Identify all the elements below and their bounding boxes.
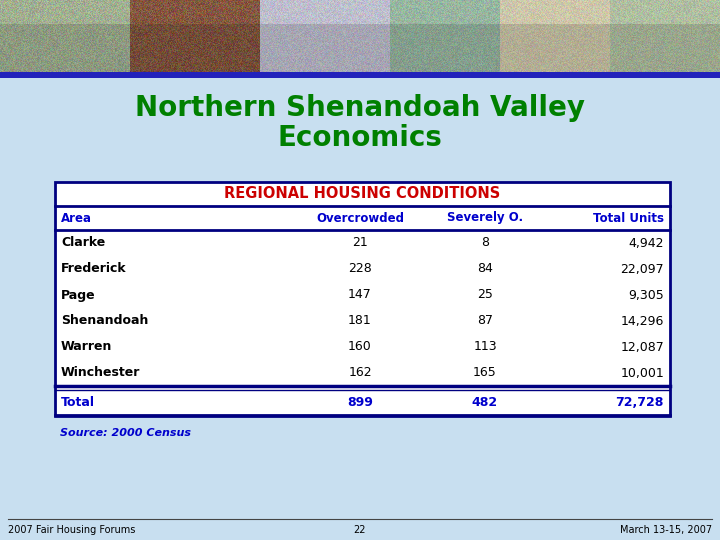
Text: Northern Shenandoah Valley: Northern Shenandoah Valley bbox=[135, 94, 585, 122]
Text: 160: 160 bbox=[348, 341, 372, 354]
Text: Area: Area bbox=[61, 212, 92, 225]
Text: 12,087: 12,087 bbox=[620, 341, 664, 354]
Text: 21: 21 bbox=[352, 237, 368, 249]
Bar bbox=[0, 72, 720, 78]
Text: Winchester: Winchester bbox=[61, 367, 140, 380]
Text: Total: Total bbox=[61, 396, 95, 409]
Text: 228: 228 bbox=[348, 262, 372, 275]
Text: Shenandoah: Shenandoah bbox=[61, 314, 148, 327]
Text: 72,728: 72,728 bbox=[616, 396, 664, 409]
Text: Frederick: Frederick bbox=[61, 262, 127, 275]
Text: 14,296: 14,296 bbox=[621, 314, 664, 327]
Text: Economics: Economics bbox=[278, 124, 442, 152]
Text: 22,097: 22,097 bbox=[621, 262, 664, 275]
Text: 482: 482 bbox=[472, 396, 498, 409]
Text: March 13-15, 2007: March 13-15, 2007 bbox=[620, 525, 712, 535]
Text: Source: 2000 Census: Source: 2000 Census bbox=[60, 428, 191, 438]
Text: Total Units: Total Units bbox=[593, 212, 664, 225]
Text: 4,942: 4,942 bbox=[629, 237, 664, 249]
Text: Severely O.: Severely O. bbox=[447, 212, 523, 225]
Text: 113: 113 bbox=[473, 341, 497, 354]
Text: 9,305: 9,305 bbox=[629, 288, 664, 301]
Text: Page: Page bbox=[61, 288, 96, 301]
Bar bbox=[0, 78, 720, 540]
Text: 22: 22 bbox=[354, 525, 366, 535]
Text: Clarke: Clarke bbox=[61, 237, 105, 249]
Text: 87: 87 bbox=[477, 314, 493, 327]
Bar bbox=[55, 182, 670, 416]
Text: 162: 162 bbox=[348, 367, 372, 380]
Text: 10,001: 10,001 bbox=[620, 367, 664, 380]
Text: 84: 84 bbox=[477, 262, 493, 275]
Text: REGIONAL HOUSING CONDITIONS: REGIONAL HOUSING CONDITIONS bbox=[225, 186, 500, 201]
Text: 147: 147 bbox=[348, 288, 372, 301]
Text: Warren: Warren bbox=[61, 341, 112, 354]
Text: 2007 Fair Housing Forums: 2007 Fair Housing Forums bbox=[8, 525, 135, 535]
Text: 8: 8 bbox=[481, 237, 489, 249]
Text: 181: 181 bbox=[348, 314, 372, 327]
Text: 899: 899 bbox=[347, 396, 373, 409]
Text: 25: 25 bbox=[477, 288, 493, 301]
Text: 165: 165 bbox=[473, 367, 497, 380]
Text: Overcrowded: Overcrowded bbox=[316, 212, 404, 225]
